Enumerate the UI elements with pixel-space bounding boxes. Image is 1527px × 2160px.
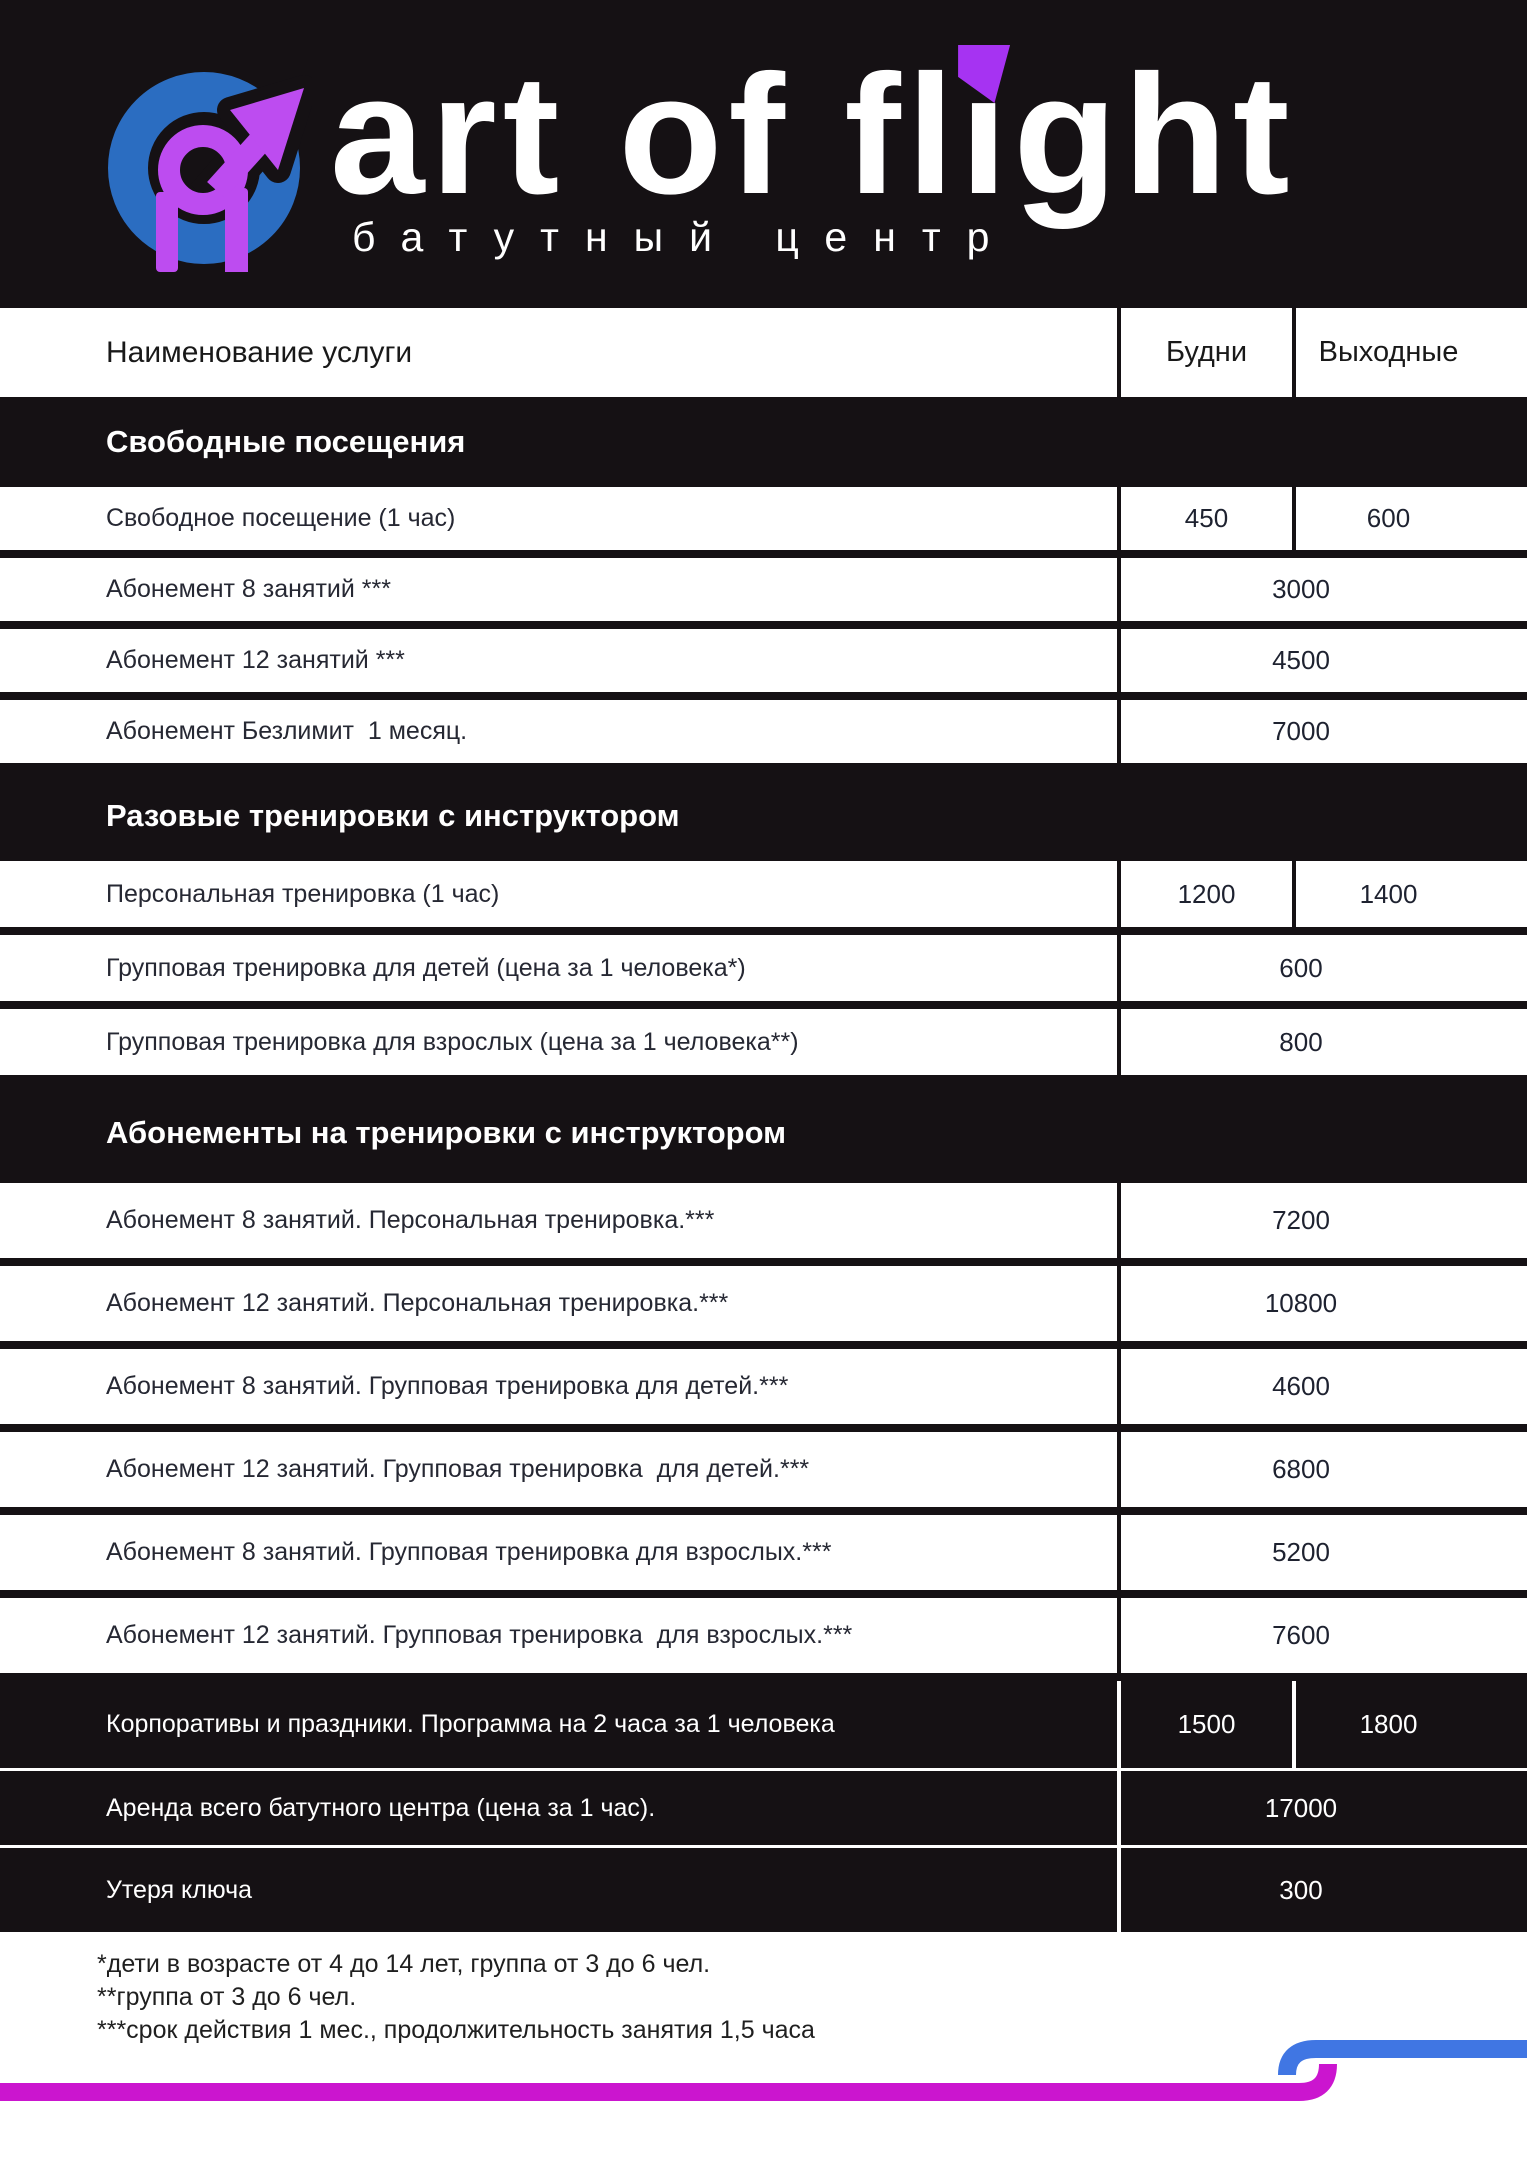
art-of-flight-logo-icon	[108, 72, 312, 272]
service-label: Персональная тренировка (1 час)	[106, 879, 500, 908]
tagline: батутный центр	[352, 214, 1016, 260]
table-row: Абонемент 12 занятий. Групповая трениров…	[0, 1432, 1527, 1515]
service-label: Групповая тренировка для детей (цена за …	[106, 953, 746, 982]
weekend-price: 600	[1292, 487, 1527, 550]
price: 7200	[1117, 1183, 1527, 1258]
price: 7000	[1117, 700, 1527, 763]
weekend-price: 1400	[1292, 861, 1527, 927]
table-row: Персональная тренировка (1 час) 1200 140…	[0, 861, 1527, 935]
price: 3000	[1117, 558, 1527, 621]
price: 4600	[1117, 1349, 1527, 1424]
table-row: Абонемент 8 занятий. Групповая тренировк…	[0, 1349, 1527, 1432]
table-row-dark: Утеря ключа 300	[0, 1848, 1527, 1932]
service-label: Абонемент 8 занятий ***	[106, 575, 391, 603]
price: 6800	[1117, 1432, 1527, 1507]
table-row: Абонемент 12 занятий. Персональная трени…	[0, 1266, 1527, 1349]
wordmark-i: i	[960, 40, 1014, 230]
service-label: Абонемент 8 занятий. Групповая тренировк…	[106, 1538, 832, 1566]
service-label: Абонемент 8 занятий. Групповая тренировк…	[106, 1372, 789, 1400]
table-row: Абонемент 12 занятий *** 4500	[0, 629, 1527, 700]
service-label: Групповая тренировка для взрослых (цена …	[106, 1027, 799, 1056]
service-label: Корпоративы и праздники. Программа на 2 …	[106, 1710, 835, 1738]
table-row: Свободное посещение (1 час) 450 600	[0, 487, 1527, 558]
service-label: Утеря ключа	[106, 1875, 252, 1904]
header-service-name: Наименование услуги	[106, 335, 413, 369]
section-band-single-trainings: Разовые тренировки с инструктором	[0, 771, 1527, 861]
weekday-price: 1200	[1117, 861, 1292, 927]
wordmark-pre: art of fl	[330, 40, 961, 230]
service-label: Абонемент 12 занятий ***	[106, 646, 405, 674]
table-row: Групповая тренировка для детей (цена за …	[0, 935, 1527, 1009]
footer: *дети в возрасте от 4 до 14 лет, группа …	[0, 1932, 1527, 2160]
table-row: Абонемент 8 занятий *** 3000	[0, 558, 1527, 629]
service-label: Абонемент Безлимит 1 месяц.	[106, 717, 468, 745]
header-band: art of flight батутный центр	[0, 0, 1527, 308]
header-weekdays: Будни	[1117, 308, 1292, 397]
table-header-row: Наименование услуги Будни Выходные	[0, 308, 1527, 397]
section-band-training-passes: Абонементы на тренировки с инструктором	[0, 1083, 1527, 1183]
weekend-price: 1800	[1292, 1681, 1527, 1768]
footnotes: *дети в возрасте от 4 до 14 лет, группа …	[0, 1932, 1527, 2047]
service-label: Аренда всего батутного центра (цена за 1…	[106, 1793, 656, 1822]
table-row: Абонемент Безлимит 1 месяц. 7000	[0, 700, 1527, 771]
service-label: Абонемент 12 занятий. Персональная трени…	[106, 1289, 729, 1317]
weekday-price: 450	[1117, 487, 1292, 550]
footnote-children-group: *дети в возрасте от 4 до 14 лет, группа …	[97, 1950, 711, 1978]
price: 17000	[1117, 1771, 1527, 1845]
wordmark-post: ght	[1013, 40, 1296, 230]
table-row: Групповая тренировка для взрослых (цена …	[0, 1009, 1527, 1083]
price: 300	[1117, 1848, 1527, 1932]
weekday-price: 1500	[1117, 1681, 1292, 1768]
table-row-dark: Корпоративы и праздники. Программа на 2 …	[0, 1681, 1527, 1771]
service-label: Свободное посещение (1 час)	[106, 504, 456, 532]
price: 4500	[1117, 629, 1527, 692]
header-weekends: Выходные	[1292, 308, 1527, 397]
price: 600	[1117, 935, 1527, 1001]
table-row: Абонемент 8 занятий. Персональная тренир…	[0, 1183, 1527, 1266]
service-label: Абонемент 12 занятий. Групповая трениров…	[106, 1455, 810, 1483]
table-row: Абонемент 8 занятий. Групповая тренировк…	[0, 1515, 1527, 1598]
footnote-group-size: **группа от 3 до 6 чел.	[97, 1983, 357, 2011]
footnote-validity: ***срок действия 1 мес., продолжительнос…	[97, 2016, 815, 2044]
price: 10800	[1117, 1266, 1527, 1341]
service-label: Абонемент 8 занятий. Персональная тренир…	[106, 1206, 715, 1234]
table-row: Абонемент 12 занятий. Групповая трениров…	[0, 1598, 1527, 1681]
price: 800	[1117, 1009, 1527, 1075]
section-band-free-visits: Свободные посещения	[0, 397, 1527, 487]
table-row-dark: Аренда всего батутного центра (цена за 1…	[0, 1771, 1527, 1848]
price: 7600	[1117, 1598, 1527, 1673]
price: 5200	[1117, 1515, 1527, 1590]
wordmark: art of flight	[330, 50, 1296, 220]
service-label: Абонемент 12 занятий. Групповая трениров…	[106, 1621, 853, 1649]
